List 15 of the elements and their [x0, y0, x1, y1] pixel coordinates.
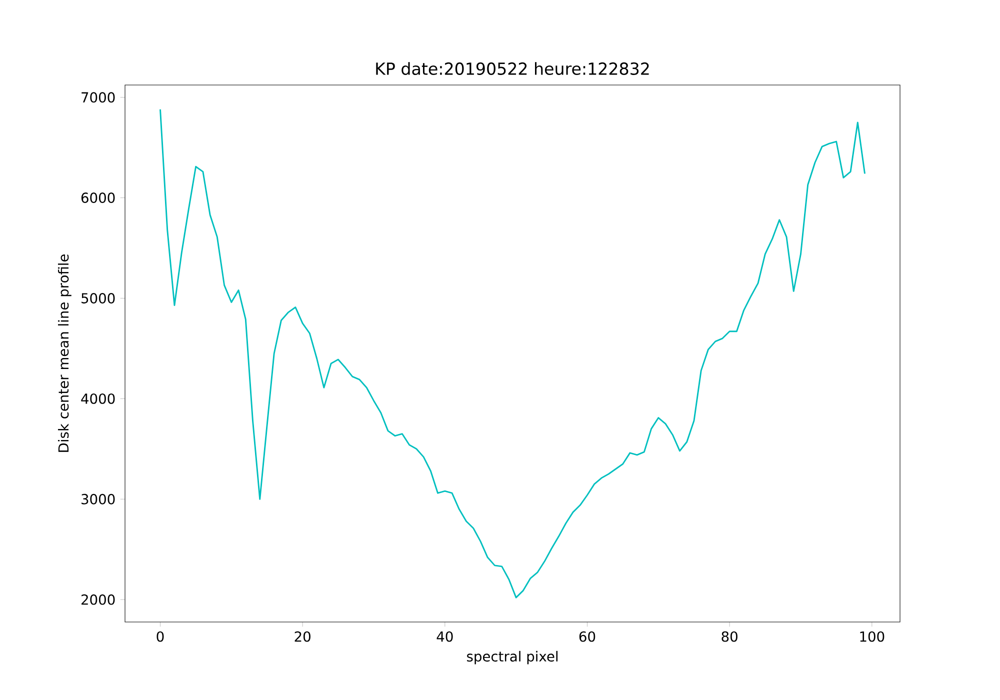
y-axis-title: Disk center mean line profile: [58, 254, 72, 452]
x-tick-label: 40: [436, 631, 453, 642]
x-tick-label: 0: [156, 631, 164, 642]
x-axis-title: spectral pixel: [466, 650, 558, 664]
y-tick-label: 7000: [82, 92, 115, 103]
y-tick-label: 5000: [82, 293, 115, 304]
x-tick-label: 60: [579, 631, 596, 642]
y-tick-label: 3000: [82, 494, 115, 504]
y-tick-label: 2000: [82, 594, 115, 605]
y-tick-label: 4000: [81, 393, 115, 404]
x-tick-label: 100: [860, 631, 884, 642]
x-tick-label: 20: [294, 631, 310, 642]
chart-title: KP date:20190522 heure:122832: [376, 62, 649, 75]
x-tick-label: 80: [722, 631, 738, 642]
y-tick-label: 6000: [81, 192, 115, 203]
